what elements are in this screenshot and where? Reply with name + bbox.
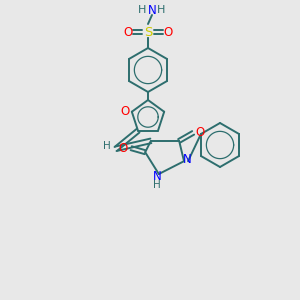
Text: S: S — [144, 26, 152, 38]
Text: H: H — [157, 5, 165, 15]
Text: H: H — [153, 180, 161, 190]
Text: O: O — [164, 26, 172, 38]
Text: H: H — [138, 5, 146, 15]
Text: N: N — [183, 153, 191, 166]
Text: O: O — [196, 126, 205, 140]
Text: O: O — [120, 105, 130, 118]
Text: H: H — [103, 141, 111, 151]
Text: O: O — [118, 142, 128, 155]
Text: O: O — [123, 26, 133, 38]
Text: N: N — [152, 169, 161, 182]
Text: N: N — [148, 4, 156, 16]
